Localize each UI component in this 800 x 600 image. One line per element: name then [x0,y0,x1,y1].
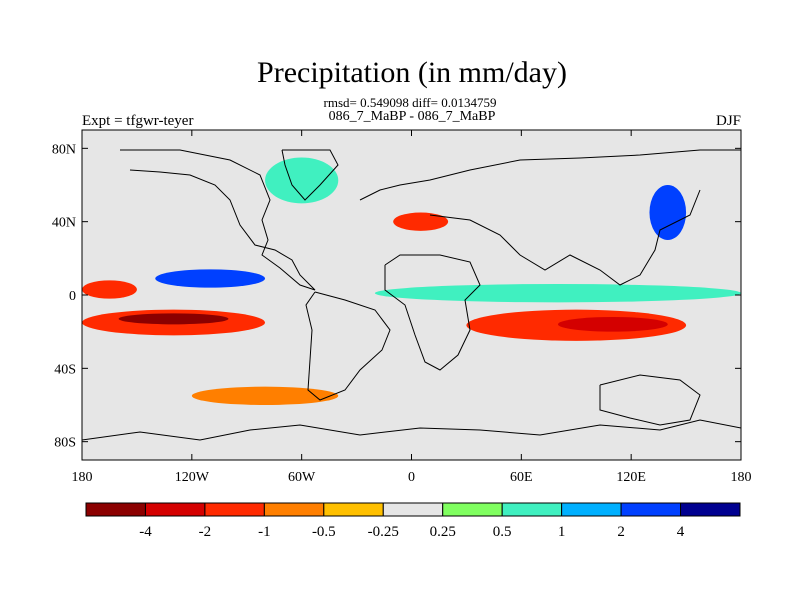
y-tick-label: 0 [69,289,76,304]
stats-line: rmsd= 0.549098 diff= 0.0134759 [324,95,497,110]
x-tick-label: 60W [288,470,316,485]
anomaly-mediterranean-dry [393,212,449,231]
colorbar-swatch-1 [144,502,206,517]
colorbar-swatch-3 [263,502,325,517]
colorbar-swatch-2 [204,502,265,517]
north-america-outline [120,149,316,291]
south-america-outline [305,291,391,401]
colorbar: -4 -2 -1 -0.5 -0.25 0.25 0.5 1 2 4 [85,502,741,540]
anomaly-north-atlantic-wet [265,157,339,204]
colorbar-label: 0.5 [493,524,512,540]
anomaly-south-indian-dry-core [557,317,668,332]
x-tick-label: 180 [72,470,93,485]
greenland-outline [281,149,339,201]
y-tick-label: 40N [52,216,76,231]
anomaly-east-pacific-wet-band [155,269,266,288]
anomaly-equatorial-indian-wet-band [374,284,741,303]
continent-outlines [82,149,741,441]
y-axis: 80N 40N 0 40S 80S [52,142,741,451]
australia-outline [599,374,701,426]
y-tick-label: 80N [52,142,76,157]
colorbar-label: 0.25 [430,524,456,540]
x-tick-label: 120E [616,470,646,485]
anomaly-north-pacific-wet [649,185,687,240]
colorbar-label: -0.5 [312,524,336,540]
chart-subtitle: 086_7_MaBP - 086_7_MaBP [329,109,496,124]
chart-title: Precipitation (in mm/day) [257,56,567,89]
antarctica-outline [82,419,741,441]
colorbar-swatch-10 [680,502,741,517]
x-tick-label: 180 [731,470,752,485]
experiment-label: Expt = tfgwr-teyer [82,113,193,129]
colorbar-swatch-0 [85,502,146,517]
x-tick-label: 60E [510,470,533,485]
colorbar-swatch-7 [501,502,563,517]
colorbar-label: -2 [199,524,212,540]
colorbar-label: -1 [258,524,271,540]
colorbar-label: -4 [139,524,152,540]
colorbar-label: 4 [677,524,685,540]
anomaly-central-pacific-dry-core [118,313,229,325]
x-axis: 180 120W 60W 0 60E 120E 180 [72,130,752,485]
colorbar-swatch-6 [442,502,503,517]
africa-outline [384,254,481,371]
colorbar-label: -0.25 [368,524,399,540]
anomaly-equatorial-west-pacific-dry [82,280,137,299]
x-tick-label: 120W [175,470,210,485]
colorbar-swatch-9 [620,502,682,517]
colorbar-swatch-4 [323,502,384,517]
colorbar-swatch-8 [561,502,622,517]
colorbar-swatch-5 [382,502,444,517]
anomaly-layer [82,157,741,406]
y-tick-label: 40S [54,362,76,377]
colorbar-label: 2 [617,524,625,540]
y-tick-label: 80S [54,436,76,451]
asia-south-outline [429,189,701,286]
eurasia-outline [359,149,741,201]
x-tick-label: 0 [408,470,415,485]
season-label: DJF [716,113,741,129]
colorbar-label: 1 [558,524,566,540]
map-plot-area: 180 120W 60W 0 60E 120E 180 80N 40N 0 40S 80S [52,129,752,485]
anomaly-southern-ocean-dry [191,386,339,406]
